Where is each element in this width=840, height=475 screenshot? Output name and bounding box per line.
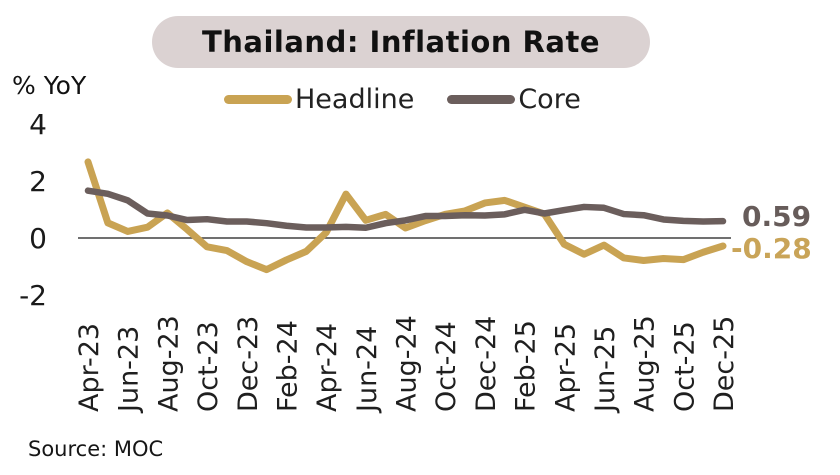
x-axis-tick-label: Dec-24 (471, 316, 502, 412)
y-axis-unit-label: % YoY (12, 71, 87, 100)
x-axis-tick-label: Feb-25 (511, 320, 542, 412)
headline-end-value-label: -0.28 (731, 232, 812, 265)
x-axis-tick-label: Jun-24 (352, 326, 383, 414)
x-axis-tick-label: Dec-25 (709, 316, 740, 412)
legend-headline-swatch (224, 94, 292, 104)
y-axis-tick-label: -2 (19, 279, 47, 312)
x-axis-tick-label: Dec-23 (233, 316, 264, 412)
x-axis-tick-label: Apr-25 (550, 323, 581, 412)
legend-headline-label: Headline (295, 83, 415, 115)
x-axis-tick-label: Aug-24 (392, 315, 423, 412)
legend-core-swatch (447, 94, 516, 104)
x-axis-tick-label: Oct-23 (193, 321, 224, 412)
core-end-value-label: 0.59 (742, 200, 811, 233)
x-axis-tick-label: Jun-25 (590, 326, 621, 414)
x-axis-tick-label: Aug-23 (153, 315, 184, 412)
x-axis-tick-label: Oct-25 (669, 321, 700, 412)
legend-core-label: Core (518, 83, 581, 115)
y-axis-tick-label: 4 (29, 108, 47, 141)
x-axis-tick-label: Feb-24 (272, 320, 303, 412)
x-axis-tick-label: Jun-23 (114, 326, 145, 414)
legend: Headline Core (224, 83, 581, 115)
x-axis-tick-label: Apr-24 (312, 323, 343, 412)
x-axis-tick-label: Aug-25 (630, 315, 661, 412)
source-note: Source: MOC (28, 437, 164, 461)
x-axis-tick-label: Oct-24 (431, 321, 462, 412)
x-axis-tick-label: Apr-23 (74, 323, 105, 412)
y-axis-tick-label: 0 (29, 222, 47, 255)
chart-title-pill: Thailand: Inflation Rate (152, 16, 650, 68)
core-series-line (84, 187, 727, 231)
headline-series-line (84, 158, 727, 274)
y-axis-tick-label: 2 (29, 165, 47, 198)
line-chart-plot: 4 2 0 -2 Apr-23 Jun-23 Aug-23 Oct-23 Dec-23 Feb-2… (19, 108, 812, 414)
chart-title: Thailand: Inflation Rate (201, 25, 600, 59)
